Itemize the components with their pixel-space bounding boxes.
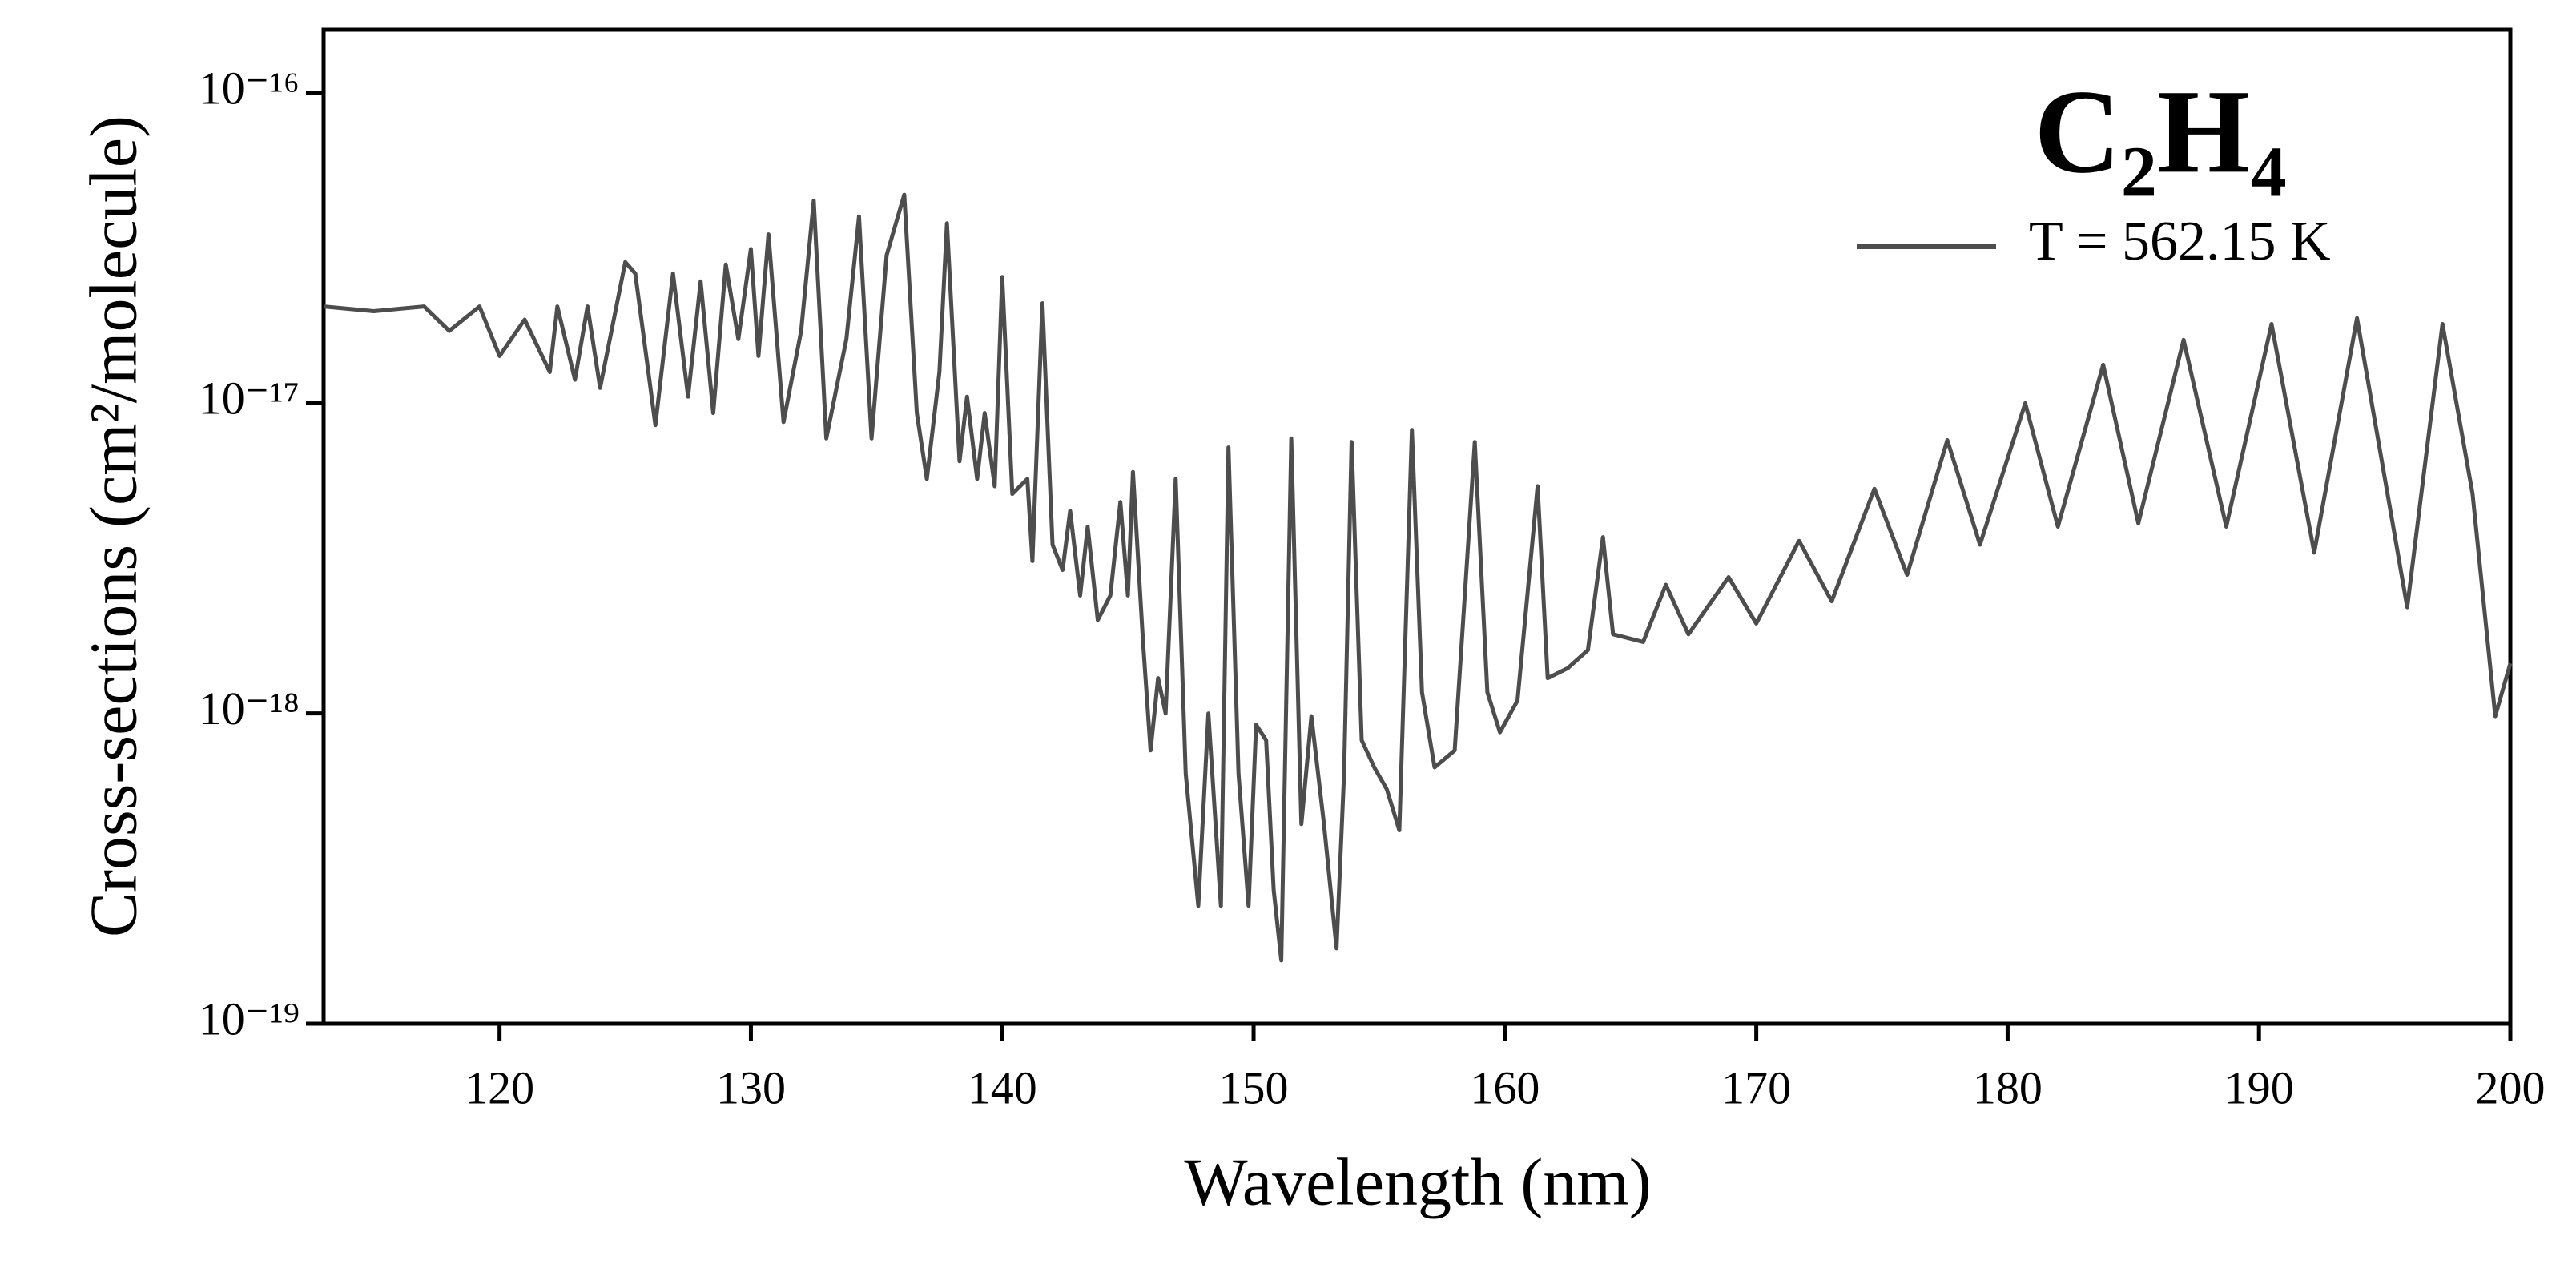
x-tick-label: 170 <box>1721 1061 1791 1113</box>
chart-title: C₂H₄ <box>2035 65 2287 198</box>
x-tick-label: 130 <box>716 1061 786 1113</box>
x-tick-label: 180 <box>1973 1061 2043 1113</box>
x-tick-label: 120 <box>465 1061 534 1113</box>
y-tick-label: 10⁻¹⁹ <box>199 992 300 1045</box>
data-line <box>323 192 2513 963</box>
x-tick-label: 200 <box>2476 1061 2546 1113</box>
y-tick-label: 10⁻¹⁷ <box>199 372 300 425</box>
legend-label: T = 562.15 K <box>2029 211 2331 272</box>
x-tick-label: 150 <box>1219 1061 1289 1113</box>
plot-frame <box>321 27 2513 1026</box>
x-tick-label: 140 <box>968 1061 1037 1113</box>
y-axis-title: Cross-sections (cm²/molecule) <box>76 115 151 937</box>
x-tick-label: 190 <box>2224 1061 2294 1113</box>
y-tick-label: 10⁻¹⁶ <box>199 62 300 114</box>
y-tick-label: 10⁻¹⁸ <box>199 682 300 735</box>
x-tick-label: 160 <box>1470 1061 1540 1113</box>
x-axis-title: Wavelength (nm) <box>1184 1145 1651 1219</box>
